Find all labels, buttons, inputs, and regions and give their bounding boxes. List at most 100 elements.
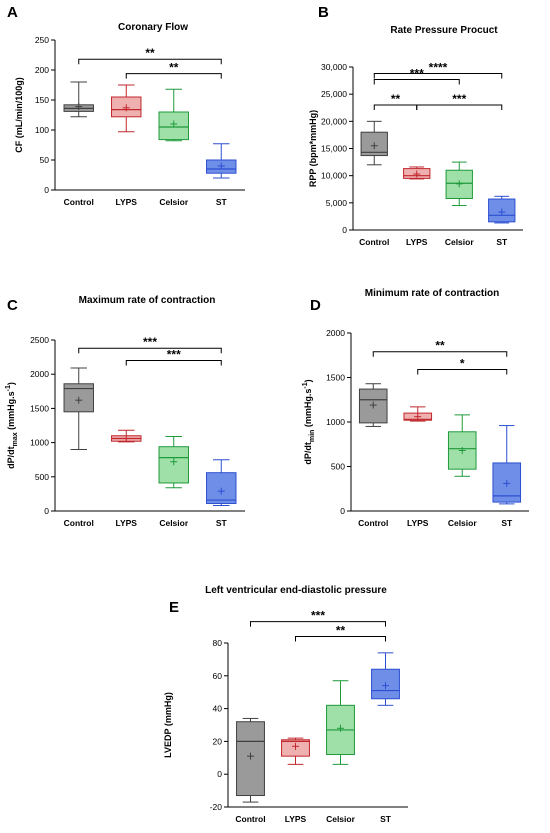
box-lyps [111, 84, 142, 133]
box-celsior [326, 680, 355, 765]
significance-label: *** [410, 66, 424, 80]
box-st [206, 143, 237, 179]
x-tick-label: Celsior [448, 518, 478, 528]
significance-bracket: *** [125, 348, 222, 366]
panel-b: B Rate Pressure Procuct 0 5,000 10,000 15,000… [308, 4, 523, 247]
box-st [488, 195, 516, 224]
y-tick-label: 1000 [326, 417, 345, 427]
significance-bracket: ** [372, 339, 508, 357]
box-control [63, 367, 94, 450]
box-lyps [111, 429, 142, 443]
significance-bracket: *** [416, 92, 503, 111]
panel-letter: E [169, 599, 179, 616]
x-tick-label: LYPS [116, 197, 138, 207]
panel-e: E Left ventricular end-diastolic pressure… [163, 585, 408, 824]
y-tick-label: 5,000 [326, 198, 348, 208]
y-tick-label: 1500 [326, 373, 345, 383]
box-celsior [445, 161, 473, 207]
x-tick-label: LYPS [285, 814, 307, 824]
box-control [236, 717, 265, 803]
significance-bracket: ** [125, 61, 222, 79]
x-tick-label: Control [64, 197, 94, 207]
bracket-line [125, 360, 222, 366]
bracket-line [125, 73, 222, 79]
x-tick-label: Control [358, 518, 388, 528]
bracket-line [417, 368, 508, 375]
bracket-line [372, 351, 508, 357]
bracket-line [295, 635, 386, 642]
x-tick-label: Celsior [326, 814, 356, 824]
significance-bracket: **** [373, 61, 503, 79]
x-tick-label: Celsior [445, 237, 475, 247]
panel-a: A Coronary Flow 0 50 100 150 200 250 CF (mL/min/… [7, 4, 245, 207]
bracket-line [78, 347, 222, 354]
y-tick-label: 25,000 [321, 89, 347, 99]
chart-title: Maximum rate of contraction [79, 295, 216, 306]
bracket-line [373, 73, 503, 79]
significance-label: * [460, 356, 465, 370]
box-celsior [447, 414, 477, 477]
chart-title: Coronary Flow [118, 22, 188, 33]
significance-bracket: ** [373, 92, 418, 111]
box-celsior [158, 435, 189, 489]
x-tick-label: ST [496, 237, 508, 247]
significance-bracket: * [417, 356, 508, 375]
y-tick-label: -20 [210, 802, 223, 812]
y-axis-label: LVEDP (mmHg) [163, 692, 173, 758]
y-tick-label: 10,000 [321, 171, 347, 181]
y-tick-label: 1000 [30, 438, 49, 448]
y-tick-label: 500 [331, 462, 345, 472]
box-lyps [281, 737, 310, 765]
significance-label: ** [435, 339, 445, 353]
box-control [360, 120, 388, 166]
y-tick-label: 0 [44, 506, 49, 516]
y-tick-label: 40 [213, 704, 223, 714]
box-lyps [403, 166, 431, 180]
y-tick-label: 80 [213, 638, 223, 648]
y-tick-label: 50 [40, 155, 50, 165]
significance-label: *** [452, 92, 466, 106]
x-tick-label: Celsior [159, 518, 189, 528]
y-tick-label: 2000 [30, 369, 49, 379]
bracket-line [78, 58, 222, 65]
x-tick-label: Control [64, 518, 94, 528]
chart-title: Left ventricular end-diastolic pressure [205, 585, 387, 596]
bracket-line [250, 621, 386, 627]
significance-label: ** [169, 61, 179, 75]
y-tick-label: 250 [35, 35, 49, 45]
y-tick-label: 2000 [326, 328, 345, 338]
significance-label: ** [145, 46, 155, 60]
box-iqr [158, 446, 189, 484]
significance-label: *** [167, 348, 181, 362]
y-tick-label: 200 [35, 65, 49, 75]
significance-label: *** [143, 335, 157, 349]
box-iqr [447, 431, 477, 470]
panel-c: C Maximum rate of contraction 0 500 1000 1500… [5, 295, 245, 528]
y-tick-label: 500 [35, 472, 49, 482]
x-tick-label: Control [235, 814, 265, 824]
y-tick-label: 100 [35, 125, 49, 135]
panel-letter: D [310, 297, 321, 314]
box-st [492, 425, 522, 505]
significance-bracket: ** [78, 46, 222, 65]
significance-label: ** [336, 623, 346, 637]
significance-bracket: ** [295, 623, 386, 642]
panel-d: D Minimum rate of contraction 0 500 1000 1500… [302, 288, 529, 528]
box-control [358, 383, 388, 427]
bracket-line [373, 78, 460, 85]
x-tick-label: ST [380, 814, 392, 824]
y-tick-label: 0 [342, 225, 347, 235]
y-tick-label: 150 [35, 95, 49, 105]
significance-bracket: *** [373, 66, 460, 85]
y-tick-label: 1500 [30, 403, 49, 413]
y-tick-label: 0 [217, 769, 222, 779]
y-tick-label: 30,000 [321, 62, 347, 72]
x-tick-label: Celsior [159, 197, 189, 207]
y-tick-label: 20 [213, 736, 223, 746]
y-axis-label: CF (mL/min/100g) [14, 77, 24, 153]
panel-letter: B [318, 4, 329, 21]
panel-letter: C [7, 297, 18, 314]
chart-title: Rate Pressure Procuct [390, 25, 498, 36]
x-tick-label: ST [216, 518, 228, 528]
